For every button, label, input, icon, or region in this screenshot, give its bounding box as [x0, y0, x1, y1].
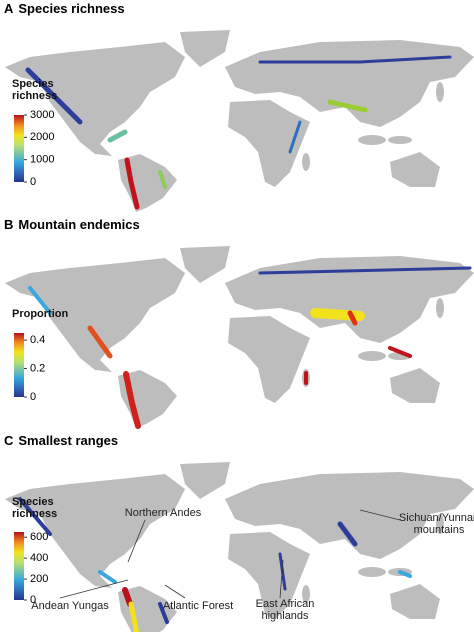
colorbar-tick-label: 0 [30, 594, 36, 606]
continents [5, 30, 474, 212]
world-map [5, 462, 474, 632]
annotation: Northern Andes [124, 507, 202, 519]
panel-heading: Smallest ranges [18, 433, 118, 448]
panel-letter: B [4, 217, 13, 232]
world-map [5, 30, 474, 212]
legend-title: Proportion [12, 308, 69, 320]
leader-line [359, 509, 401, 521]
mountain-region [347, 310, 358, 326]
leader-line [59, 579, 129, 599]
annotation: Atlantic Forest [162, 600, 234, 612]
annotation: Andean Yungas [31, 600, 109, 612]
world-map [5, 246, 474, 429]
colorbar-tick-label: 3000 [30, 109, 54, 121]
mountain-region [28, 286, 52, 315]
colorbar [14, 333, 24, 397]
panel-title: C Smallest ranges [4, 433, 118, 448]
panel-title: A Species richness [4, 1, 125, 16]
mountain-region [98, 570, 117, 584]
leader-line [164, 584, 186, 599]
mountain-region [124, 157, 140, 210]
colorbar-tick-label: 0 [30, 391, 36, 403]
colorbar-tick-label: 0.2 [30, 362, 45, 374]
panel-title: B Mountain endemics [4, 217, 140, 232]
panel-heading: Mountain endemics [18, 217, 139, 232]
mountain-region [327, 99, 368, 113]
panel-letter: C [4, 433, 14, 448]
mountain-region [258, 55, 452, 64]
panel-heading: Species richness [18, 1, 124, 16]
mountain-region [288, 120, 302, 154]
leader-line [127, 519, 146, 563]
mountain-region [278, 552, 287, 591]
panel-letter: A [4, 1, 14, 16]
mountain-region [388, 346, 412, 358]
continents [5, 246, 474, 428]
legend-title: Species richness [12, 496, 58, 520]
annotation: Sichuan/Yunnan mountains [398, 512, 474, 536]
mountain-region [158, 602, 169, 624]
mountain-region [122, 587, 133, 607]
legend-title: Species richness [12, 78, 58, 102]
colorbar-tick-label: 200 [30, 573, 48, 585]
mountain-region [128, 601, 140, 632]
colorbar-tick-label: 1000 [30, 154, 54, 166]
annotation: East African highlands [255, 598, 315, 622]
mountain-region [18, 497, 52, 536]
mountain-region [398, 570, 412, 578]
colorbar-tick-label: 0 [30, 176, 36, 188]
colorbar-tick-label: 600 [30, 531, 48, 543]
mountain-region [123, 371, 141, 429]
mountain-region [158, 170, 167, 189]
leader-line [279, 559, 284, 599]
colorbar [14, 532, 24, 600]
mountain-region [87, 325, 113, 359]
mountain-region [25, 67, 83, 125]
colorbar-tick-label: 2000 [30, 131, 54, 143]
colorbar [14, 115, 24, 182]
mountain-region [107, 129, 128, 143]
colorbar-tick-label: 0.4 [30, 334, 45, 346]
mountain-region [258, 266, 472, 275]
mountain-region [337, 521, 358, 547]
colorbar-tick-label: 400 [30, 552, 48, 564]
